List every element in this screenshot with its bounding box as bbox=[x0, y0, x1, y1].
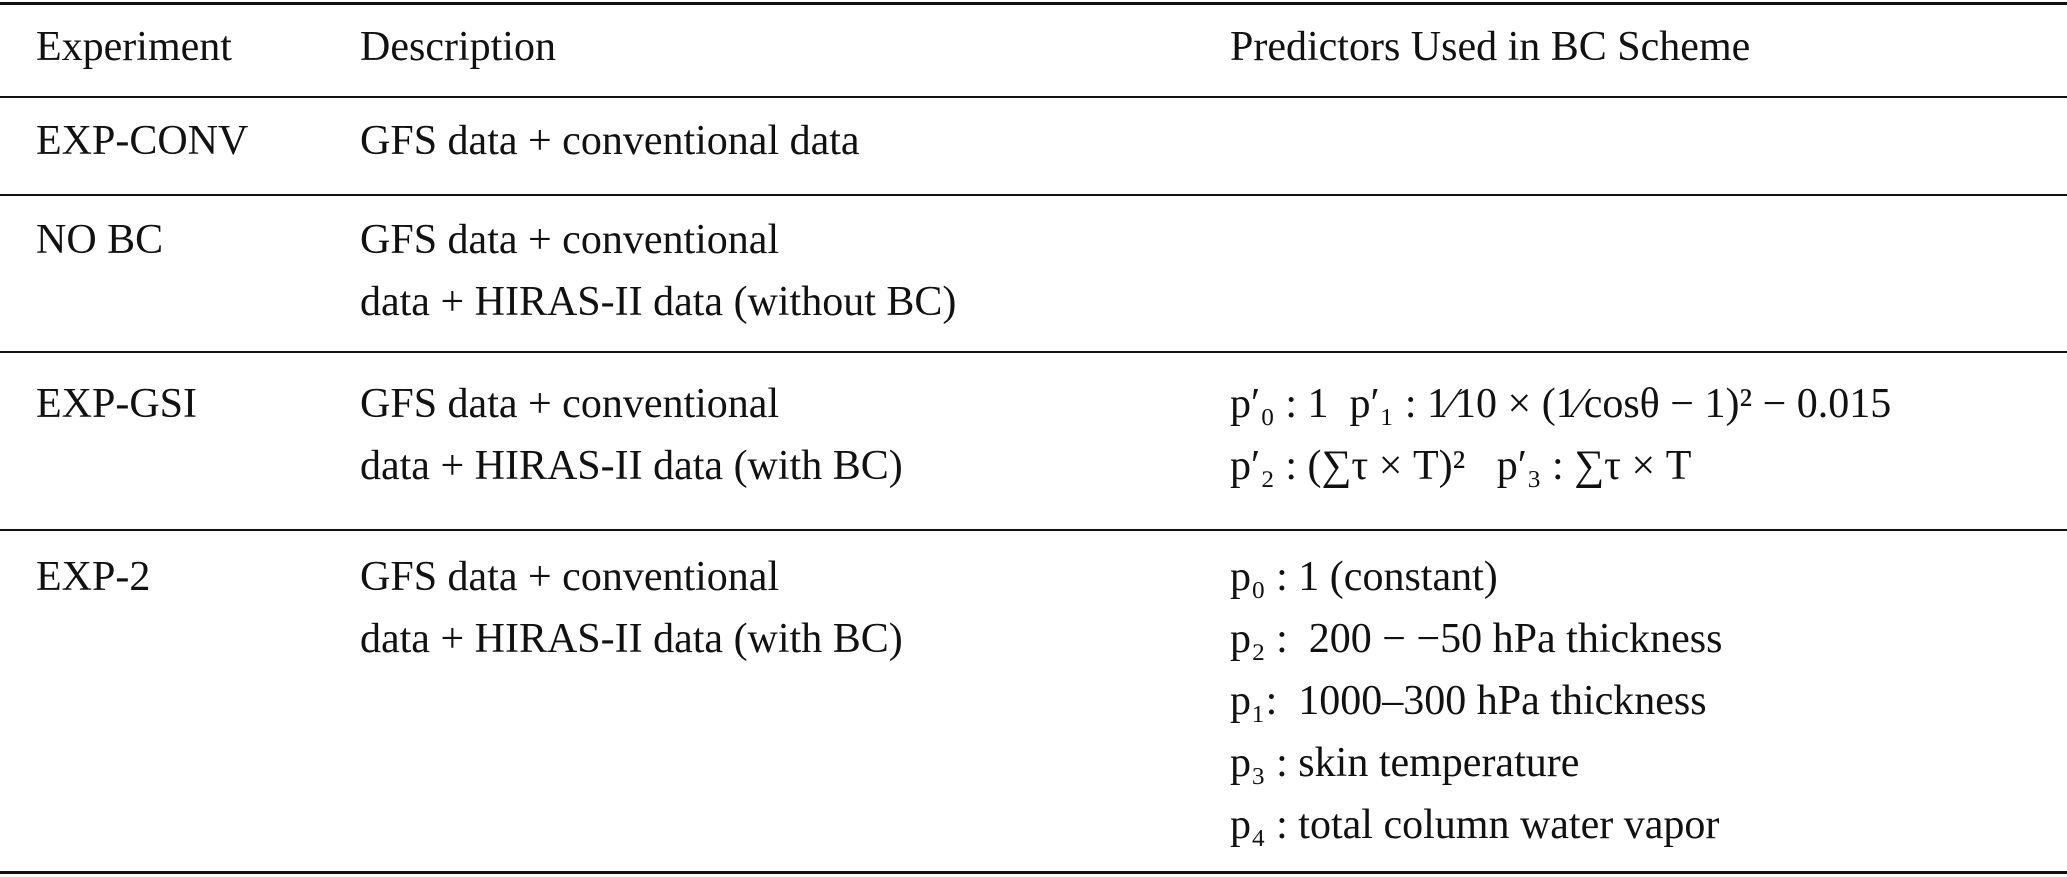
predictor-line: p′₀ : 1 p′₁ : 1⁄10 × (1⁄cosθ − 1)² − 0.0… bbox=[1230, 381, 1892, 427]
predictor-line: p′₂ : (∑τ × T)² p′₃ : ∑τ × T bbox=[1230, 443, 1692, 489]
bottom-rule bbox=[0, 871, 2067, 874]
header-cell: Description bbox=[360, 24, 556, 70]
description-line: GFS data + conventional bbox=[360, 381, 780, 427]
header-cell: Experiment bbox=[36, 24, 232, 70]
predictor-line: p₄ : total column water vapor bbox=[1230, 802, 1720, 848]
description-line: GFS data + conventional bbox=[360, 554, 780, 600]
experiment-cell: EXP-2 bbox=[36, 554, 151, 600]
description-line: data + HIRAS-II data (without BC) bbox=[360, 279, 957, 325]
description-line: GFS data + conventional data bbox=[360, 118, 860, 164]
description-line: data + HIRAS-II data (with BC) bbox=[360, 616, 903, 662]
top-rule bbox=[0, 2, 2067, 5]
description-line: data + HIRAS-II data (with BC) bbox=[360, 443, 903, 489]
predictor-line: p₁: 1000–300 hPa thickness bbox=[1230, 678, 1707, 724]
predictor-line: p₂ : 200 − −50 hPa thickness bbox=[1230, 616, 1723, 662]
experiment-cell: EXP-GSI bbox=[36, 381, 198, 427]
experiment-cell: NO BC bbox=[36, 217, 164, 263]
header-cell: Predictors Used in BC Scheme bbox=[1230, 24, 1751, 70]
row-rule bbox=[0, 194, 2067, 196]
predictor-line: p₀ : 1 (constant) bbox=[1230, 554, 1498, 600]
row-rule bbox=[0, 529, 2067, 531]
row-rule bbox=[0, 351, 2067, 353]
description-line: GFS data + conventional bbox=[360, 217, 780, 263]
experiment-cell: EXP-CONV bbox=[36, 118, 249, 164]
predictor-line: p₃ : skin temperature bbox=[1230, 740, 1580, 786]
header-rule bbox=[0, 96, 2067, 98]
